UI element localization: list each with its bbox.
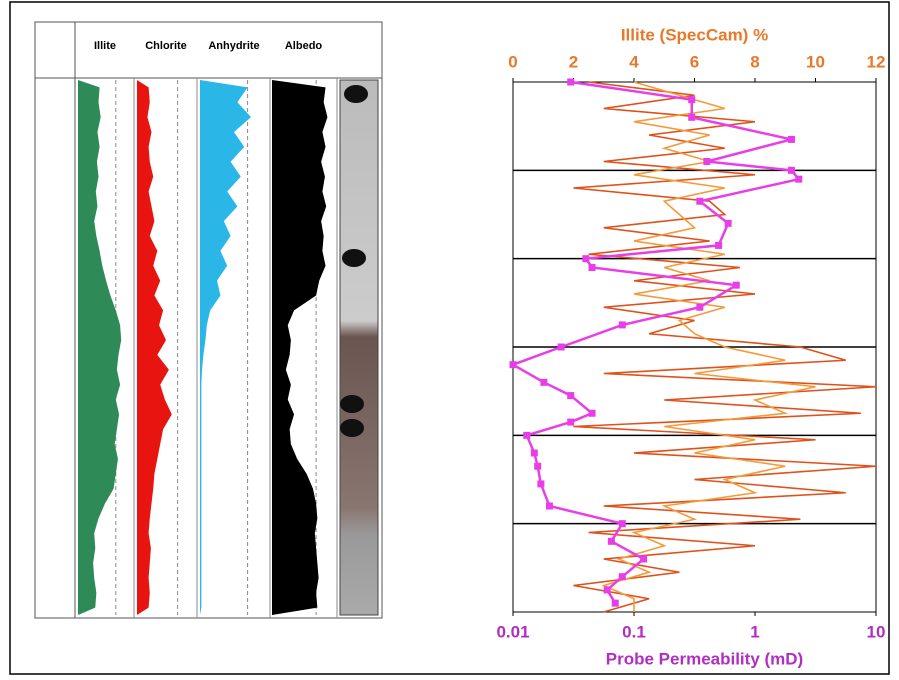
- data-point: [732, 281, 740, 289]
- data-point: [703, 158, 711, 165]
- data-point: [715, 241, 723, 249]
- data-point: [607, 537, 615, 545]
- data-point: [603, 586, 611, 594]
- core-image: [339, 79, 379, 616]
- data-point: [688, 96, 696, 104]
- data-line: [573, 81, 877, 613]
- core-hole: [340, 395, 364, 413]
- data-line: [601, 81, 816, 612]
- data-point: [530, 449, 538, 457]
- data-point: [557, 343, 565, 351]
- data-point: [618, 520, 626, 528]
- x-axis-title: Illite (SpecCam) %: [621, 25, 768, 44]
- x2-tick-label: 10: [867, 622, 886, 641]
- data-point: [640, 555, 648, 563]
- track-label: Illite: [94, 40, 116, 52]
- log-area: [137, 80, 172, 615]
- data-point: [534, 462, 542, 470]
- data-point: [787, 135, 795, 143]
- x-tick-label: 4: [629, 52, 639, 71]
- track-label: Chlorite: [145, 40, 187, 52]
- data-point: [537, 480, 545, 488]
- data-point: [567, 392, 575, 400]
- core-hole: [340, 419, 364, 437]
- log-area: [78, 80, 122, 615]
- data-point: [523, 431, 531, 439]
- x-tick-label: 10: [806, 52, 825, 71]
- x-tick-label: 0: [508, 52, 517, 71]
- track-label: Anhydrite: [208, 40, 259, 52]
- data-point: [540, 378, 548, 386]
- core-hole: [342, 249, 366, 267]
- x2-tick-label: 1: [750, 622, 759, 641]
- log-area: [200, 80, 251, 615]
- x-tick-label: 6: [690, 52, 699, 71]
- data-point: [724, 219, 732, 227]
- data-point: [545, 502, 553, 510]
- x-tick-label: 12: [867, 52, 886, 71]
- data-point: [567, 78, 575, 86]
- data-point: [618, 321, 626, 329]
- track-label: Albedo: [285, 40, 323, 52]
- data-point: [795, 175, 803, 183]
- data-point: [618, 573, 626, 581]
- x2-tick-label: 0.01: [496, 622, 529, 641]
- data-point: [567, 418, 575, 426]
- x2-axis-title: Probe Permeability (mD): [606, 649, 803, 668]
- core-hole: [344, 85, 368, 103]
- data-point: [611, 599, 619, 607]
- data-point: [787, 166, 795, 174]
- data-point: [688, 113, 696, 121]
- log-area: [272, 80, 328, 615]
- data-point: [588, 409, 596, 417]
- x-tick-label: 2: [569, 52, 578, 71]
- x2-tick-label: 0.1: [622, 622, 646, 641]
- data-point: [509, 361, 517, 369]
- data-point: [696, 303, 704, 311]
- data-point: [588, 264, 596, 271]
- data-point: [696, 197, 704, 205]
- x-tick-label: 8: [750, 52, 759, 71]
- data-point: [582, 255, 590, 263]
